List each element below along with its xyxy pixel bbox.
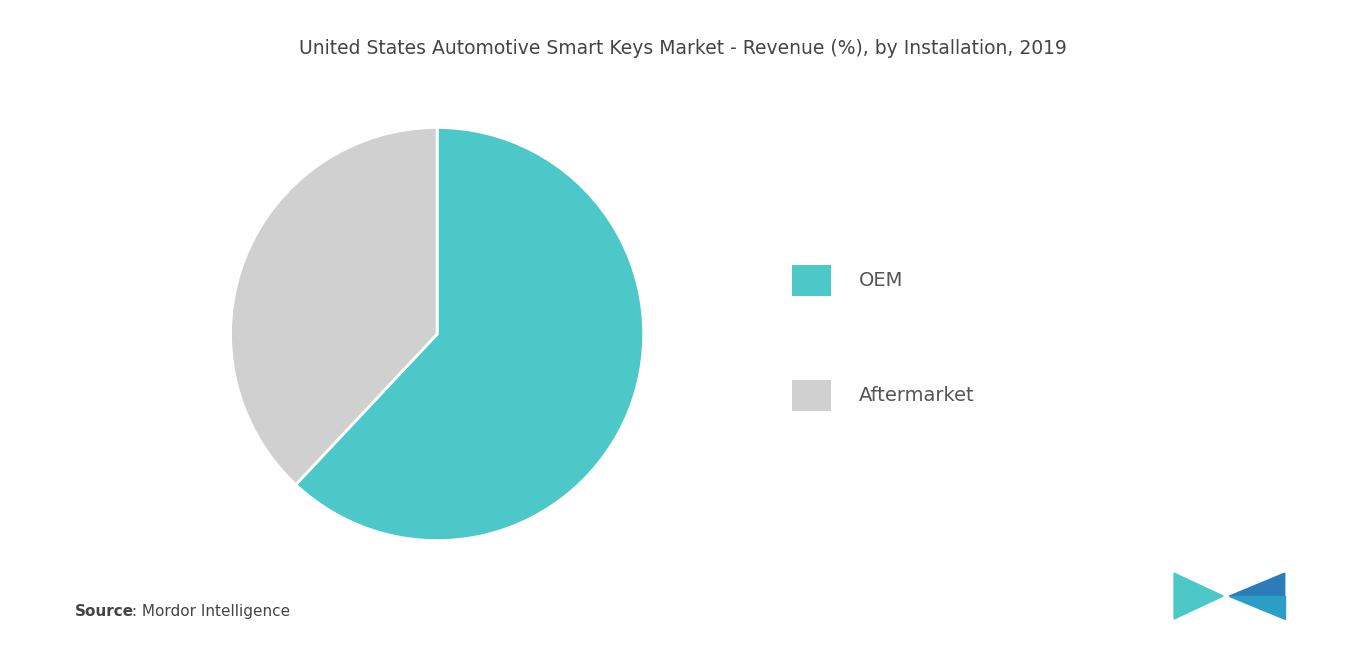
Text: : Mordor Intelligence: : Mordor Intelligence — [127, 604, 290, 619]
Polygon shape — [1229, 596, 1284, 619]
Polygon shape — [1175, 573, 1224, 619]
Wedge shape — [295, 128, 643, 540]
FancyBboxPatch shape — [792, 265, 831, 296]
Text: Aftermarket: Aftermarket — [859, 386, 975, 405]
Text: Source: Source — [75, 604, 134, 619]
Text: OEM: OEM — [859, 271, 903, 290]
FancyBboxPatch shape — [792, 380, 831, 411]
Polygon shape — [1229, 573, 1284, 596]
Wedge shape — [231, 128, 437, 485]
Text: United States Automotive Smart Keys Market - Revenue (%), by Installation, 2019: United States Automotive Smart Keys Mark… — [299, 39, 1067, 58]
